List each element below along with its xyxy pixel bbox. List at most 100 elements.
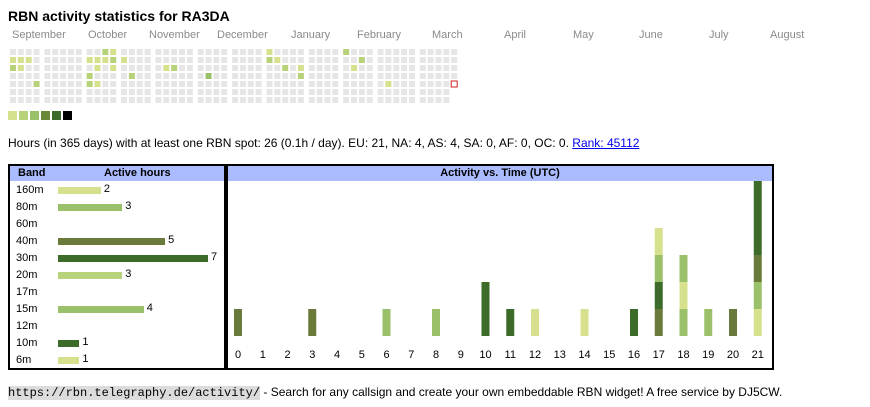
heatmap-day-cell xyxy=(33,57,40,63)
heatmap-day-cell xyxy=(17,81,24,87)
heatmap-day-cell xyxy=(274,97,281,103)
month-label: May xyxy=(573,29,594,41)
heatmap-day-cell xyxy=(128,73,135,79)
heatmap-day-cell xyxy=(274,65,281,71)
heatmap-day-cell xyxy=(17,49,24,55)
heatmap-day-cell xyxy=(44,65,51,71)
heatmap-day-cell xyxy=(427,89,434,95)
band-hours-bar xyxy=(58,272,123,279)
heatmap-day-cell xyxy=(377,65,384,71)
heatmap-day-cell xyxy=(205,89,212,95)
heatmap-day-cell xyxy=(366,97,373,103)
heatmap-day-cell xyxy=(274,49,281,55)
heatmap-day-cell xyxy=(451,73,458,79)
heatmap-day-cell xyxy=(316,49,323,55)
heatmap-legend xyxy=(8,111,72,120)
band-hours-count: 7 xyxy=(211,251,218,263)
hour-tick-label: 10 xyxy=(479,349,491,361)
month-label: July xyxy=(709,29,729,41)
band-hours-bar xyxy=(58,204,123,211)
heatmap-day-cell xyxy=(332,49,339,55)
heatmap-day-cell xyxy=(290,57,297,63)
heatmap-day-cell xyxy=(385,97,392,103)
heatmap-day-cell xyxy=(186,49,193,55)
heatmap-day-cell xyxy=(171,89,178,95)
month-label: April xyxy=(504,29,527,41)
heatmap-day-cell xyxy=(297,89,304,95)
heatmap-day-cell xyxy=(332,57,339,63)
heatmap-day-cell xyxy=(10,49,16,55)
heatmap-day-cell xyxy=(419,97,426,103)
heatmap-day-cell xyxy=(393,73,400,79)
heatmap-day-cell xyxy=(25,57,32,63)
band-row: 30m 7 xyxy=(10,250,224,267)
heatmap-day-cell xyxy=(67,89,74,95)
heatmap-day-cell xyxy=(358,73,365,79)
heatmap-day-cell xyxy=(324,65,331,71)
heatmap-day-cell xyxy=(266,73,273,79)
heatmap-day-cell xyxy=(155,57,162,63)
band-hours-bar xyxy=(58,306,144,313)
band-hours-count: 2 xyxy=(103,183,110,195)
heatmap-day-cell xyxy=(343,65,350,71)
heatmap-day-cell xyxy=(435,81,442,87)
heatmap-day-cell xyxy=(179,73,185,79)
heatmap-day-cell xyxy=(427,97,434,103)
heatmap-day-cell xyxy=(290,89,297,95)
heatmap-day-cell xyxy=(239,65,246,71)
heatmap-day-cell xyxy=(136,49,143,55)
month-label: June xyxy=(639,29,663,41)
heatmap-day-cell xyxy=(255,57,262,63)
hour-tick-label: 20 xyxy=(727,349,739,361)
heatmap-day-cell xyxy=(67,97,74,103)
heatmap-day-cell xyxy=(308,73,315,79)
heatmap-day-cell xyxy=(10,57,16,63)
band-row: 160m 2 xyxy=(10,182,224,199)
hour-tick-label: 12 xyxy=(529,349,541,361)
heatmap-day-cell xyxy=(197,49,204,55)
heatmap-day-cell xyxy=(408,97,415,103)
heatmap-day-cell xyxy=(232,89,239,95)
heatmap-day-cell xyxy=(401,89,408,95)
heatmap-day-cell xyxy=(427,65,434,71)
heatmap-day-cell xyxy=(221,65,228,71)
heatmap-day-cell xyxy=(232,49,239,55)
heatmap-day-cell xyxy=(163,49,170,55)
heatmap-day-cell xyxy=(435,97,442,103)
heatmap-day-cell xyxy=(75,97,82,103)
heatmap-day-cell xyxy=(86,65,93,71)
heatmap-day-cell xyxy=(25,97,32,103)
rank-link[interactable]: Rank: 45112 xyxy=(572,136,640,150)
band-name: 15m xyxy=(16,303,38,315)
month-label: August xyxy=(770,29,805,41)
legend-swatch xyxy=(52,111,61,120)
heatmap-day-cell xyxy=(358,49,365,55)
heatmap-day-cell xyxy=(86,81,93,87)
heatmap-day-cell xyxy=(121,81,128,87)
heatmap-day-cell xyxy=(419,65,426,71)
heatmap-day-cell xyxy=(255,97,262,103)
heatmap-day-cell xyxy=(128,97,135,103)
month-label: March xyxy=(432,29,463,41)
heatmap-day-cell xyxy=(10,89,16,95)
heatmap-day-cell xyxy=(205,49,212,55)
heatmap-day-cell xyxy=(67,81,74,87)
heatmap-day-cell xyxy=(136,57,143,63)
hour-tick-label: 18 xyxy=(677,349,689,361)
heatmap-day-cell xyxy=(213,81,220,87)
heatmap-day-cell xyxy=(197,89,204,95)
heatmap-day-cell xyxy=(435,49,442,55)
month-labels: September October November December January F… xyxy=(8,29,828,41)
heatmap-day-cell xyxy=(358,81,365,87)
hour-tick-label: 21 xyxy=(752,349,764,361)
heatmap-day-cell xyxy=(427,49,434,55)
band-hours-count: 4 xyxy=(146,302,153,314)
band-hours-bar xyxy=(58,187,101,194)
heatmap-day-cell xyxy=(144,89,151,95)
heatmap-day-cell xyxy=(343,49,350,55)
heatmap-day-cell xyxy=(385,57,392,63)
heatmap-day-cell xyxy=(255,81,262,87)
heatmap-day-cell xyxy=(282,81,289,87)
month-label: October xyxy=(88,29,128,41)
heatmap-day-cell xyxy=(443,65,450,71)
